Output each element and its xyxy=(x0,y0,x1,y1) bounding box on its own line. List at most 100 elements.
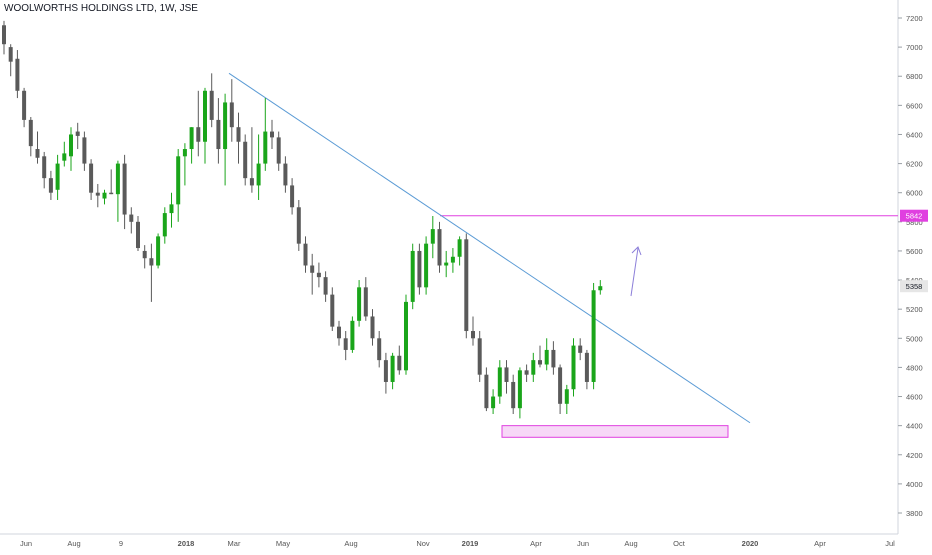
candle-body xyxy=(310,265,315,273)
candle-body xyxy=(48,178,53,193)
candle-body xyxy=(75,131,80,136)
candle-body xyxy=(169,204,174,214)
candle-body xyxy=(350,320,355,350)
candle-body xyxy=(544,349,549,365)
x-tick-label: Jul xyxy=(885,539,895,548)
candle-body xyxy=(296,207,301,244)
candle-body xyxy=(571,345,576,390)
y-tick-label: 6000 xyxy=(906,189,923,198)
y-tick-label: 7000 xyxy=(906,43,923,52)
candle-body xyxy=(189,127,194,150)
candle-body xyxy=(316,272,321,278)
candle-body xyxy=(290,185,295,208)
candle-body xyxy=(89,163,94,193)
candle-body xyxy=(558,367,563,404)
y-tick-label: 4800 xyxy=(906,363,923,372)
y-tick-label: 4600 xyxy=(906,393,923,402)
x-tick-label: Aug xyxy=(624,539,637,548)
candle-body xyxy=(82,137,87,164)
candle-body xyxy=(55,163,60,190)
candle-body xyxy=(270,131,274,138)
y-tick-label: 6200 xyxy=(906,160,923,169)
x-tick-label: Jun xyxy=(577,539,589,548)
x-tick-label: Aug xyxy=(67,539,80,548)
candle-body xyxy=(182,149,187,157)
candle-body xyxy=(129,214,134,222)
projection-arrow xyxy=(630,247,639,297)
candle-body xyxy=(511,381,516,409)
candle-body xyxy=(276,137,281,164)
candle-body xyxy=(256,163,261,186)
candle-body xyxy=(156,236,161,266)
y-tick-label: 3800 xyxy=(906,509,923,518)
candle-body xyxy=(249,178,254,186)
candle-body xyxy=(330,294,335,327)
candle-body xyxy=(35,149,40,158)
candle-body xyxy=(28,119,33,147)
candle-body xyxy=(229,102,234,128)
candle-body xyxy=(471,331,475,339)
x-tick-label: Mar xyxy=(228,539,241,548)
candle-body xyxy=(122,163,127,215)
y-tick-label: 5000 xyxy=(906,334,923,343)
candle-body xyxy=(370,316,375,339)
candle-body xyxy=(283,163,288,186)
y-tick-label: 4200 xyxy=(906,451,923,460)
candle-body xyxy=(142,250,147,259)
candle-body xyxy=(457,239,462,257)
y-tick-label: 6400 xyxy=(906,130,923,139)
y-tick-label: 6800 xyxy=(906,72,923,81)
candle-body xyxy=(22,90,27,120)
chart-title: WOOLWORTHS HOLDINGS LTD, 1W, JSE xyxy=(4,3,198,14)
candle-body xyxy=(450,256,455,263)
candle-body xyxy=(102,192,107,199)
candle-body xyxy=(2,25,6,45)
candle-body xyxy=(149,258,154,266)
x-tick-label: 9 xyxy=(119,539,123,548)
candle-body xyxy=(404,301,408,371)
candle-body xyxy=(343,338,348,350)
candle-body xyxy=(136,221,140,249)
candle-body xyxy=(176,156,181,205)
x-tick-label: Apr xyxy=(814,539,826,548)
candle-body xyxy=(236,127,241,142)
candle-body xyxy=(363,287,368,317)
y-tick-label: 7200 xyxy=(906,14,923,23)
candle-body xyxy=(578,345,583,353)
x-tick-label: Oct xyxy=(673,539,686,548)
candle-body xyxy=(62,153,67,161)
candle-body xyxy=(464,239,469,332)
candle-body xyxy=(484,374,489,409)
y-tick-label: 4000 xyxy=(906,480,923,489)
x-tick-label: Apr xyxy=(530,539,542,548)
candle-body xyxy=(444,262,449,266)
x-tick-label: 2018 xyxy=(178,539,195,548)
demand-zone xyxy=(501,425,729,438)
y-tick-label: 5200 xyxy=(906,305,923,314)
candle-body xyxy=(115,163,120,195)
x-tick-label: Jun xyxy=(20,539,32,548)
candle-body xyxy=(243,141,248,179)
candle-body xyxy=(42,156,47,179)
candle-body xyxy=(69,134,73,157)
candle-body xyxy=(216,119,221,150)
resistance-price-label: 5842 xyxy=(906,212,923,221)
candle-body xyxy=(263,131,268,164)
candle-body xyxy=(162,213,167,237)
candle-body xyxy=(491,396,496,409)
candle-body xyxy=(15,58,20,91)
last-price-label: 5358 xyxy=(906,282,923,291)
candle-body xyxy=(397,355,402,371)
x-tick-label: 2020 xyxy=(742,539,759,548)
candle-body xyxy=(8,47,13,62)
candle-body xyxy=(95,192,100,196)
y-tick-label: 5800 xyxy=(906,218,923,227)
candle-body xyxy=(437,229,442,266)
candle-body xyxy=(383,360,388,382)
x-tick-label: 2019 xyxy=(462,539,479,548)
candle-body xyxy=(323,277,328,295)
candle-body xyxy=(410,250,415,302)
y-tick-label: 4400 xyxy=(906,422,923,431)
